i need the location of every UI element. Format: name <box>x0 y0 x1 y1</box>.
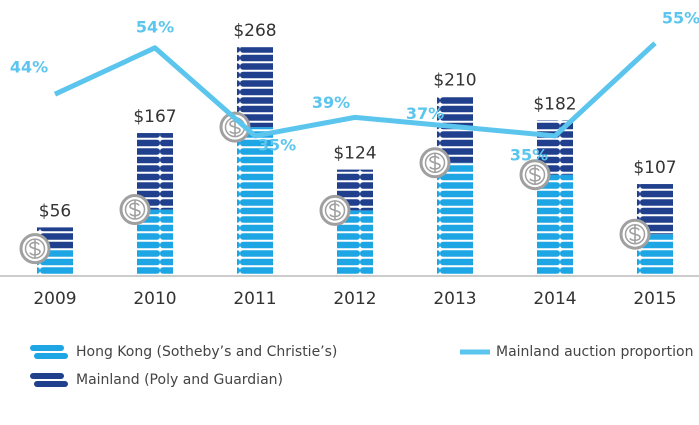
coin-symbol <box>429 153 441 172</box>
legend-label: Hong Kong (Sotheby’s and Christie’s) <box>76 344 337 360</box>
coin-icon-inner <box>624 223 646 245</box>
total-label: $268 <box>233 21 276 41</box>
legend-label: Mainland auction proportion <box>496 344 693 360</box>
legend-swatch <box>34 353 68 359</box>
line-value-label: 37% <box>406 104 444 123</box>
coin-symbol <box>29 239 41 258</box>
line <box>53 41 657 139</box>
legend-label: Mainland (Poly and Guardian) <box>76 372 283 388</box>
total-label: $182 <box>533 94 576 114</box>
x-tick-label: 2011 <box>233 289 276 309</box>
coin-symbol <box>129 200 141 219</box>
bar-segment <box>237 47 273 128</box>
legend-swatch <box>34 381 68 387</box>
x-tick-label: 2012 <box>333 289 376 309</box>
coin-symbol <box>529 165 541 184</box>
coin-symbol <box>629 225 641 244</box>
line-value-label: 35% <box>258 135 296 154</box>
coin-symbol <box>329 201 341 220</box>
legend-swatch <box>30 345 64 351</box>
total-label: $56 <box>39 201 71 221</box>
total-label: $210 <box>433 71 476 91</box>
line-value-label: 35% <box>510 145 548 164</box>
line-value-label: 54% <box>136 17 174 36</box>
line-value-label: 39% <box>312 93 350 112</box>
line-value-label: 55% <box>662 9 699 28</box>
legend-swatch <box>30 373 64 379</box>
x-tick-label: 2015 <box>633 289 676 309</box>
coin-icon-inner <box>24 238 46 259</box>
x-tick-label: 2014 <box>533 289 576 309</box>
coin-icon-inner <box>124 199 146 220</box>
bar-segment <box>237 127 273 275</box>
x-tick-label: 2009 <box>33 289 76 309</box>
bar-segment <box>537 174 573 275</box>
coin-icon-inner <box>524 164 546 185</box>
x-tick-label: 2010 <box>133 289 176 309</box>
bar-segment <box>437 162 473 275</box>
total-label: $107 <box>633 158 676 178</box>
coin-icon-inner <box>424 152 446 174</box>
total-label: $167 <box>133 107 176 127</box>
total-label: $124 <box>333 144 376 164</box>
x-tick-label: 2013 <box>433 289 476 309</box>
coin-icon-inner <box>324 200 346 221</box>
line-value-label: 44% <box>10 58 48 77</box>
